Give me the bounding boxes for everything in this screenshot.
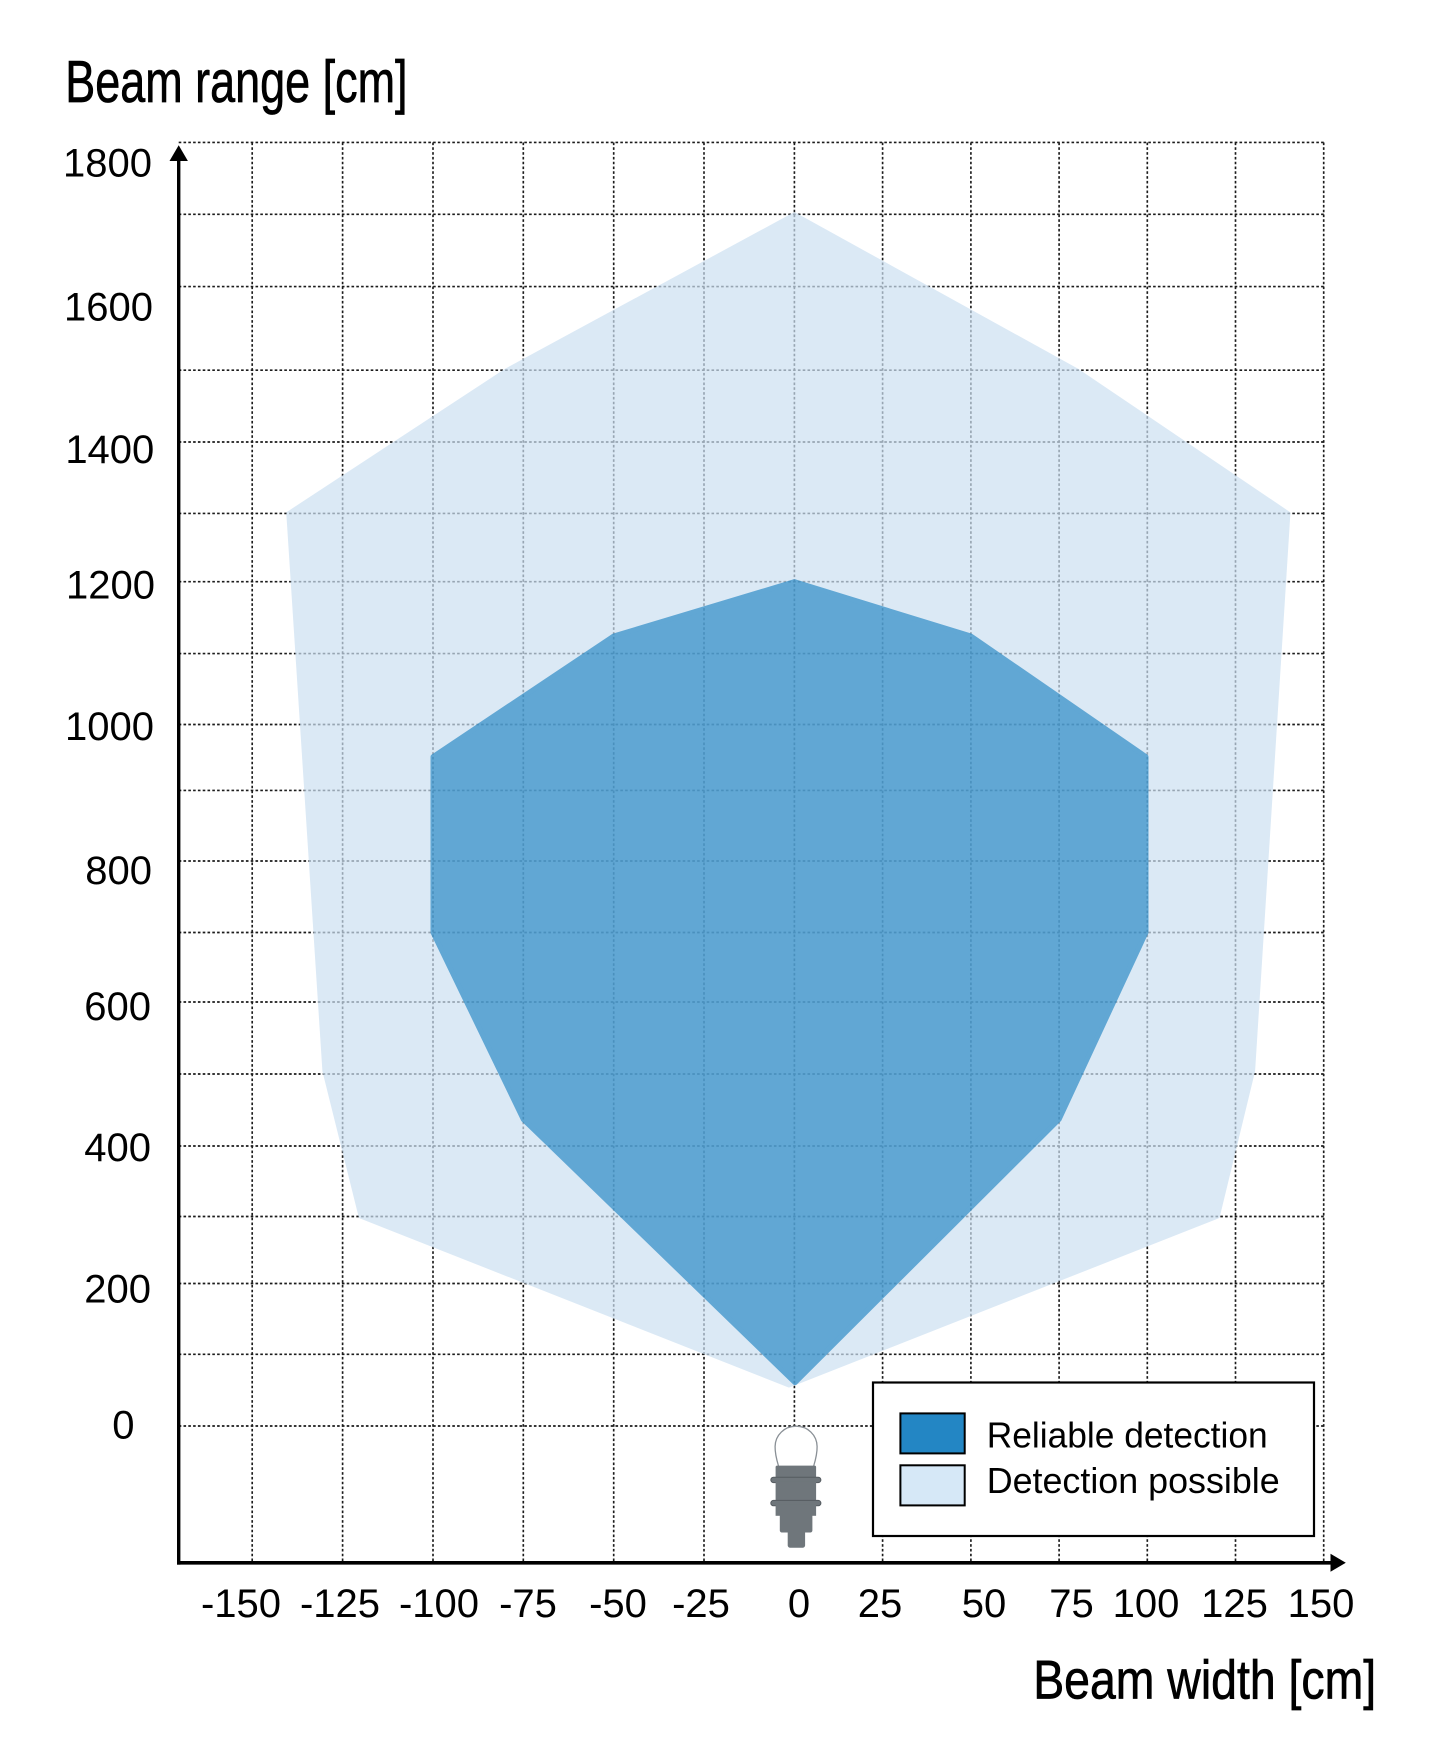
svg-text:75: 75 <box>1049 1582 1094 1626</box>
svg-text:50: 50 <box>962 1582 1007 1626</box>
svg-text:200: 200 <box>84 1267 151 1311</box>
svg-text:Beam range [cm]: Beam range [cm] <box>65 49 407 115</box>
svg-text:400: 400 <box>84 1126 151 1170</box>
svg-text:0: 0 <box>788 1582 810 1626</box>
svg-text:100: 100 <box>1113 1582 1180 1626</box>
svg-text:1800: 1800 <box>63 142 152 186</box>
svg-text:-100: -100 <box>399 1582 479 1626</box>
svg-text:-25: -25 <box>672 1582 730 1626</box>
svg-text:1400: 1400 <box>65 428 154 472</box>
svg-text:1600: 1600 <box>64 286 153 330</box>
svg-text:25: 25 <box>858 1582 903 1626</box>
svg-text:-50: -50 <box>589 1582 647 1626</box>
svg-text:-150: -150 <box>201 1582 281 1626</box>
svg-text:1000: 1000 <box>65 705 154 749</box>
svg-text:0: 0 <box>112 1403 134 1447</box>
svg-text:800: 800 <box>85 849 152 893</box>
svg-text:125: 125 <box>1201 1582 1268 1626</box>
svg-text:-125: -125 <box>300 1582 380 1626</box>
svg-text:1200: 1200 <box>66 564 155 608</box>
svg-text:Beam width [cm]: Beam width [cm] <box>1033 1648 1376 1710</box>
svg-text:Reliable detection: Reliable detection <box>987 1414 1268 1455</box>
svg-text:150: 150 <box>1288 1582 1355 1626</box>
svg-text:600: 600 <box>84 985 151 1029</box>
svg-text:Detection possible: Detection possible <box>987 1460 1280 1501</box>
svg-text:-75: -75 <box>499 1582 557 1626</box>
